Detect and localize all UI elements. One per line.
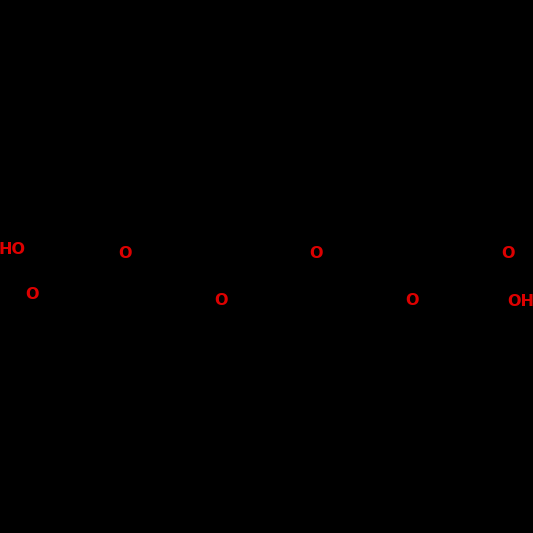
Text: O: O (25, 287, 39, 302)
Text: O: O (118, 246, 132, 261)
Text: O: O (405, 293, 419, 308)
Text: O: O (501, 246, 514, 261)
Text: O: O (310, 246, 323, 261)
Text: HO: HO (0, 241, 26, 256)
Text: O: O (214, 293, 228, 308)
Text: OH: OH (507, 294, 533, 309)
